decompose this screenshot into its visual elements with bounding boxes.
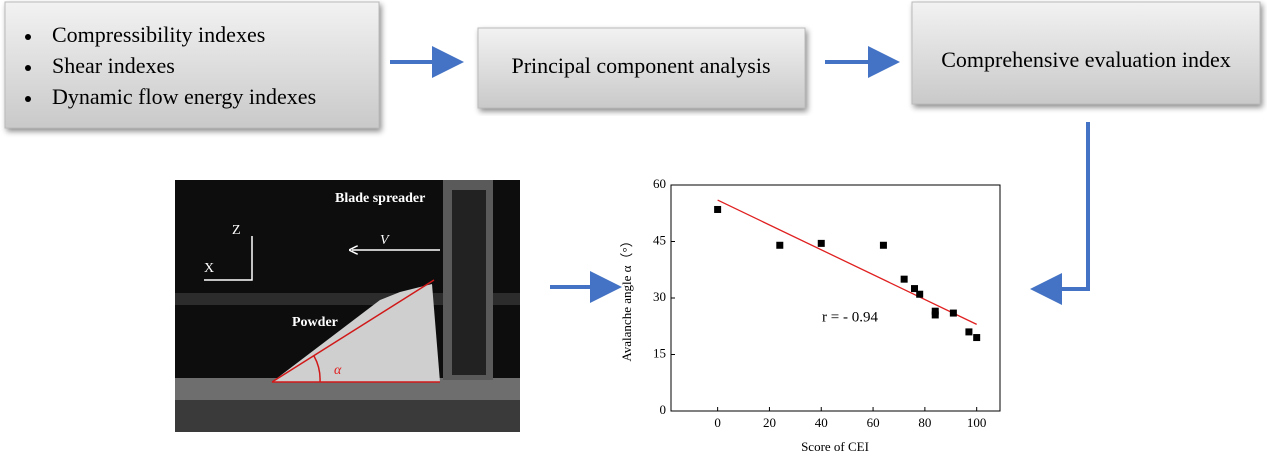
- photo-label: X: [204, 261, 214, 276]
- photo: Blade spreader Z X V Powder α: [175, 180, 520, 432]
- point: [916, 290, 924, 298]
- point: [776, 241, 784, 249]
- x-tick-label: 60: [867, 415, 880, 430]
- chart: Score of CEI Avalanche angle α（°） r = - …: [619, 176, 1001, 454]
- x-axis-label: Score of CEI: [801, 439, 869, 454]
- box-item: Dynamic flow energy indexes: [52, 84, 316, 109]
- photo-label: Blade spreader: [335, 191, 425, 206]
- photo-label: V: [380, 233, 390, 248]
- y-tick-label: 60: [653, 176, 666, 191]
- bullet: [25, 65, 31, 71]
- y-axis-label: Avalanche angle α（°）: [619, 234, 634, 361]
- fit-line: [717, 199, 977, 325]
- arrows: [390, 46, 1090, 305]
- plot-frame: [670, 184, 1001, 412]
- blade: [452, 190, 486, 375]
- box-item: Compressibility indexes: [52, 22, 265, 47]
- photo-label: Z: [232, 223, 241, 238]
- point: [931, 311, 939, 319]
- point: [817, 239, 825, 247]
- box-label: Comprehensive evaluation index: [941, 47, 1231, 72]
- photo-floor: [175, 400, 520, 432]
- y-tick-label: 30: [653, 289, 666, 304]
- angle-line: [271, 279, 435, 383]
- angle-arc: [313, 355, 321, 383]
- point: [879, 241, 887, 249]
- box-item: Shear indexes: [52, 53, 175, 78]
- box-label: Principal component analysis: [511, 53, 770, 78]
- box: [4, 1, 380, 129]
- bullet: [25, 34, 31, 40]
- annotation: r = - 0.94: [822, 309, 878, 325]
- point: [949, 309, 957, 317]
- x-tick-label: 80: [918, 415, 931, 430]
- photo-band: [175, 293, 520, 305]
- point: [714, 205, 722, 213]
- point: [965, 328, 973, 336]
- x-tick-label: 20: [763, 415, 776, 430]
- y-tick-label: 45: [653, 232, 666, 247]
- x-tick-label: 0: [714, 415, 721, 430]
- point: [931, 307, 939, 315]
- y-tick-label: 0: [660, 402, 667, 417]
- bullet: [25, 96, 31, 102]
- photo-label: α: [334, 363, 342, 378]
- x-tick-label: 40: [815, 415, 828, 430]
- x-tick-label: 100: [967, 415, 987, 430]
- y-tick-label: 15: [653, 345, 666, 360]
- point: [900, 275, 908, 283]
- arrow: [1030, 122, 1090, 305]
- photo-label: Powder: [292, 315, 338, 330]
- point: [911, 285, 919, 293]
- point: [973, 334, 981, 342]
- axes-icon: [204, 236, 253, 281]
- box: [477, 27, 806, 109]
- box: [911, 1, 1261, 105]
